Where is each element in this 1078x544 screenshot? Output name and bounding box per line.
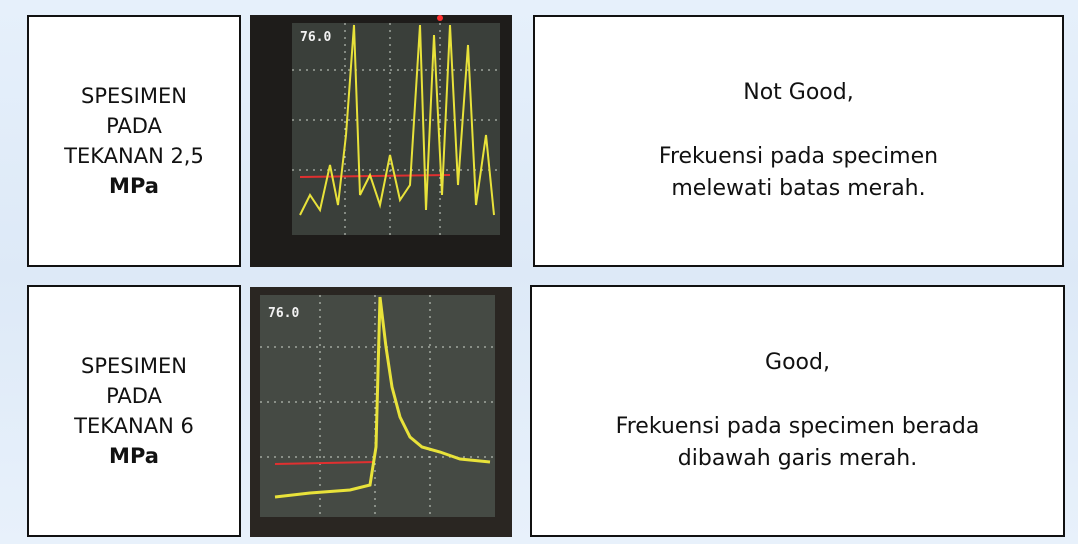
readout: 76.0: [300, 30, 331, 45]
label-line: PADA: [106, 384, 162, 408]
label-box: SPESIMEN PADA TEKANAN 6 MPa: [27, 285, 241, 537]
label-line: MPa: [109, 444, 159, 468]
readout: 76.0: [268, 306, 299, 321]
result-box: Not Good, Frekuensi pada specimen melewa…: [533, 15, 1064, 267]
label-line: SPESIMEN: [81, 84, 187, 108]
photo: 76.0: [250, 287, 512, 537]
result-box: Good, Frekuensi pada specimen berada dib…: [530, 285, 1065, 537]
label-line: TEKANAN 6: [74, 414, 194, 438]
description: Frekuensi pada specimen melewati batas m…: [658, 144, 939, 201]
description: Frekuensi pada specimen berada dibawah g…: [615, 414, 980, 471]
label-line: TEKANAN 2,5: [64, 144, 204, 168]
label-box: SPESIMEN PADA TEKANAN 2,5 MPa: [27, 15, 241, 267]
photo: 76.0: [250, 15, 512, 267]
verdict: Good,: [765, 350, 830, 375]
label-line: SPESIMEN: [81, 354, 187, 378]
label-line: PADA: [106, 114, 162, 138]
verdict: Not Good,: [743, 80, 854, 105]
label-line: MPa: [109, 174, 159, 198]
